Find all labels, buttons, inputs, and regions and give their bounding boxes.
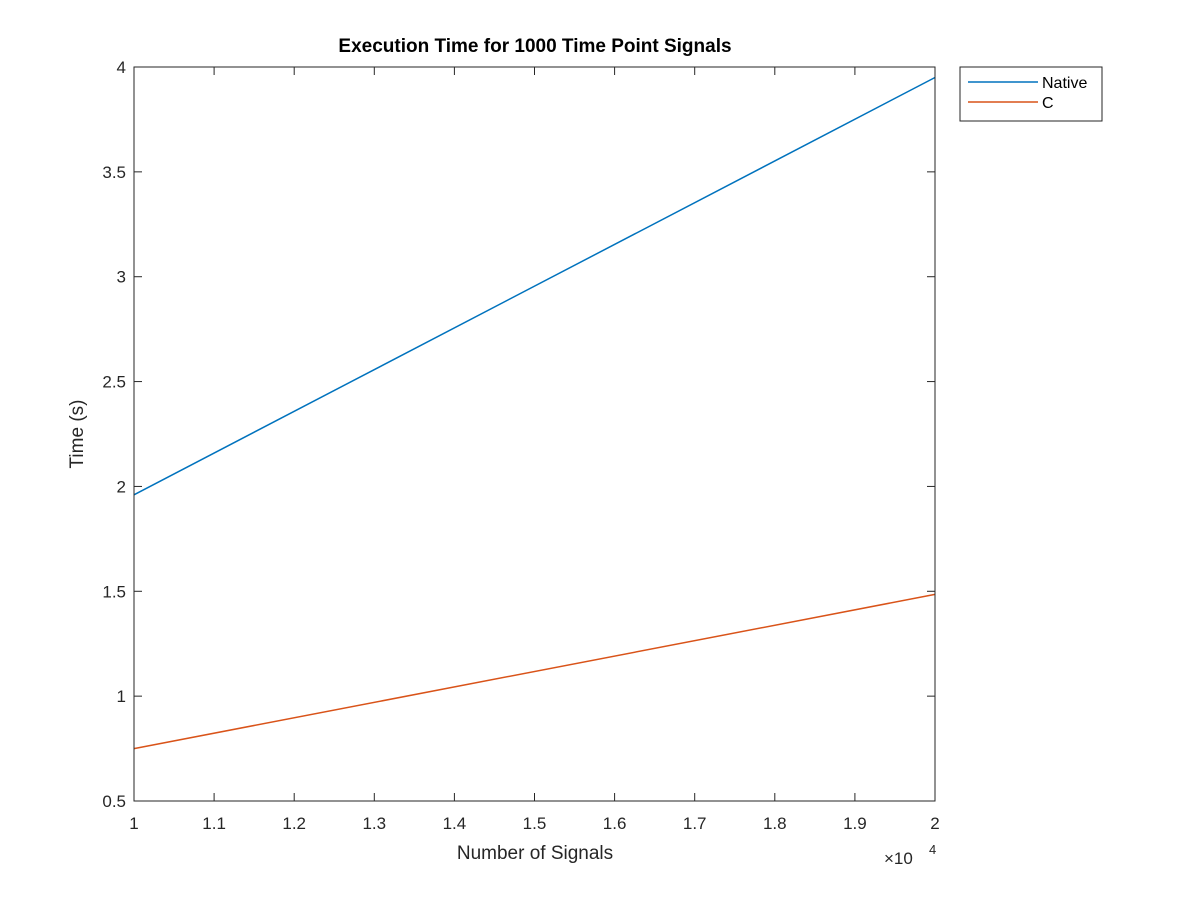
x-tick-label: 1.3	[362, 814, 386, 833]
x-exponent-base: ×10	[884, 849, 913, 868]
tick-layer: 1 1.1 1.2 1.3 1.4 1.5 1.6 1.7 1.8 1.9 20.511.522.5…	[102, 58, 939, 833]
chart-title: Execution Time for 1000 Time Point Signa…	[338, 36, 731, 57]
x-axis-label: Number of Signals	[457, 843, 613, 864]
series-line-native	[133, 76, 936, 496]
y-tick-label: 2	[117, 477, 126, 496]
legend-label-c: C	[1042, 95, 1054, 112]
x-tick-label: 1.6	[603, 814, 627, 833]
x-tick-label: 1.7	[683, 814, 707, 833]
x-tick-label: 1.8	[763, 814, 787, 833]
series-layer	[133, 76, 936, 750]
y-tick-label: 0.5	[102, 792, 126, 811]
y-axis-label: Time (s)	[67, 400, 88, 469]
x-tick-label: 1	[129, 814, 138, 833]
y-tick-label: 2.5	[102, 373, 126, 392]
legend-label-native: Native	[1042, 75, 1087, 92]
y-tick-label: 4	[117, 58, 126, 77]
plot-area	[134, 67, 935, 801]
x-tick-label: 2	[930, 814, 939, 833]
y-tick-label: 1.5	[102, 582, 126, 601]
x-exponent-power: 4	[929, 842, 936, 857]
x-tick-label: 1.5	[523, 814, 547, 833]
y-tick-label: 3	[117, 268, 126, 287]
x-tick-label: 1.2	[282, 814, 306, 833]
series-line-c	[133, 593, 936, 750]
y-tick-label: 3.5	[102, 163, 126, 182]
y-tick-label: 1	[117, 687, 126, 706]
x-tick-label: 1.1	[202, 814, 226, 833]
x-tick-label: 1.9	[843, 814, 867, 833]
legend: Native C	[959, 66, 1103, 122]
axes-box	[133, 66, 936, 802]
x-tick-label: 1.4	[443, 814, 467, 833]
x-exponent: ×10 4	[884, 842, 936, 868]
legend-box	[959, 66, 1103, 122]
